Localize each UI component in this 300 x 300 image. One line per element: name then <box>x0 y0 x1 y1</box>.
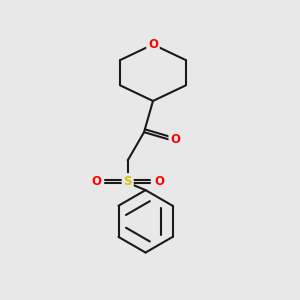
Text: O: O <box>148 38 158 51</box>
Text: S: S <box>124 175 132 188</box>
Text: O: O <box>154 175 164 188</box>
Text: O: O <box>170 133 180 146</box>
Text: O: O <box>92 175 101 188</box>
